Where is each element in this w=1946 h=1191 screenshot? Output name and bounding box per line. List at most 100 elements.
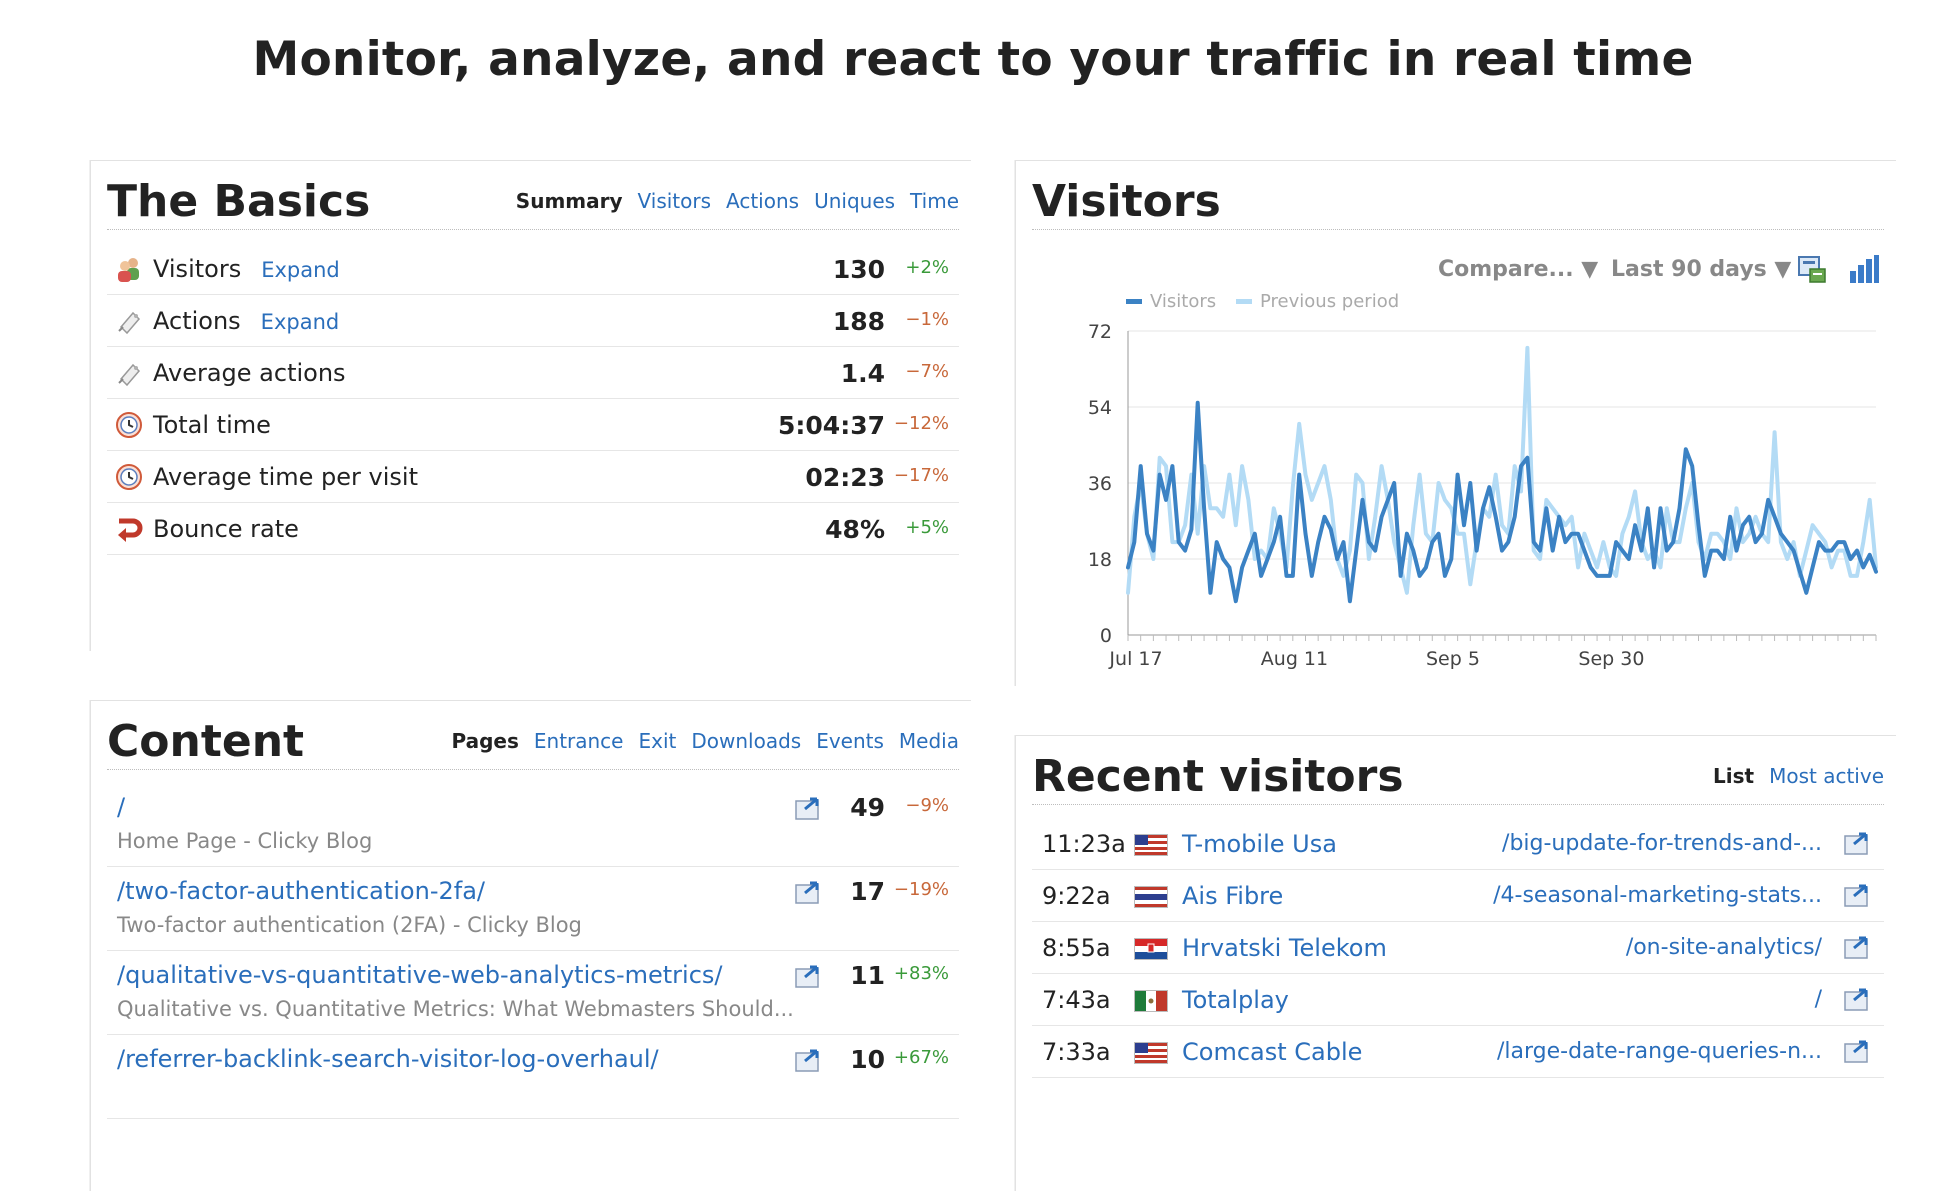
page-count: 49: [850, 793, 885, 822]
basics-row: Total time 5:04:37 −12%: [107, 399, 959, 451]
tab-uniques[interactable]: Uniques: [814, 189, 896, 213]
legend-swatch: [1126, 299, 1142, 304]
go-to-page-icon[interactable]: [1844, 830, 1874, 856]
legend-swatch: [1236, 299, 1252, 304]
export-icon[interactable]: [1796, 253, 1828, 285]
visitor-row[interactable]: 7:43a Totalplay /: [1032, 974, 1884, 1026]
actions-icon: [115, 307, 143, 335]
basics-row-label: Total time: [153, 411, 271, 439]
change-badge: +83%: [893, 963, 949, 984]
change-badge: −7%: [905, 361, 949, 382]
page-path-link[interactable]: /referrer-backlink-search-visitor-log-ov…: [117, 1045, 659, 1073]
visitor-org-link[interactable]: Totalplay: [1182, 986, 1289, 1014]
go-to-page-icon[interactable]: [1844, 1038, 1874, 1064]
landing-page-link[interactable]: /large-date-range-queries-n...: [1496, 1039, 1822, 1064]
change-badge: −12%: [893, 413, 949, 434]
recent-title: Recent visitors: [1032, 751, 1404, 802]
basics-row-label: Visitors Expand: [153, 255, 340, 283]
expand-link[interactable]: Expand: [260, 310, 340, 334]
basics-row: Average time per visit 02:23 −17%: [107, 451, 959, 503]
basics-row: Visitors Expand 130 +2%: [107, 243, 959, 295]
go-to-page-icon[interactable]: [795, 879, 825, 905]
country-flag-icon: [1134, 938, 1168, 960]
visitor-org-link[interactable]: T-mobile Usa: [1182, 830, 1337, 858]
visitor-org-link[interactable]: Comcast Cable: [1182, 1038, 1363, 1066]
tab-actions[interactable]: Actions: [726, 189, 800, 213]
landing-page-link[interactable]: /on-site-analytics/: [1625, 935, 1822, 960]
y-tick-label: 0: [1100, 625, 1112, 647]
visitor-row[interactable]: 8:55a Hrvatski Telekom/on-site-analytics/: [1032, 922, 1884, 974]
visitor-org-link[interactable]: Ais Fibre: [1182, 882, 1284, 910]
landing-page-link[interactable]: /big-update-for-trends-and-...: [1502, 831, 1822, 856]
tab-most-active[interactable]: Most active: [1769, 764, 1884, 788]
basics-label-text: Bounce rate: [153, 515, 299, 543]
page-path-link[interactable]: /qualitative-vs-quantitative-web-analyti…: [117, 961, 723, 989]
legend-label[interactable]: Previous period: [1260, 291, 1399, 312]
content-row: /two-factor-authentication-2fa/Two-facto…: [107, 867, 959, 951]
chart-type-icon[interactable]: [1848, 253, 1880, 285]
basics-row-label: Average time per visit: [153, 463, 418, 491]
change-badge: +5%: [905, 517, 949, 538]
visitors-header: Visitors: [1032, 175, 1884, 230]
page-count: 17: [850, 877, 885, 906]
visitor-row[interactable]: 11:23a T-mobile Usa/big-update-for-trends…: [1032, 818, 1884, 870]
clock-icon: [115, 463, 143, 491]
basics-row-label: Actions Expand: [153, 307, 339, 335]
x-tick-label: Jul 17: [1108, 648, 1162, 670]
y-tick-label: 72: [1088, 321, 1112, 343]
visitors-panel: Visitors Compare... ▼ Last 90 days ▼ 0 18…: [1015, 160, 1896, 686]
go-to-page-icon[interactable]: [795, 1047, 825, 1073]
country-flag-icon: [1134, 990, 1168, 1012]
page-path-link[interactable]: /: [117, 793, 126, 821]
country-flag-icon: [1134, 834, 1168, 856]
change-badge: +67%: [893, 1047, 949, 1068]
legend-label[interactable]: Visitors: [1150, 291, 1216, 312]
content-header: Content Pages Entrance Exit Downloads Events…: [107, 715, 959, 770]
expand-link[interactable]: Expand: [261, 258, 340, 282]
go-to-page-icon[interactable]: [795, 963, 825, 989]
go-to-page-icon[interactable]: [1844, 882, 1874, 908]
content-title: Content: [107, 716, 305, 767]
tab-downloads[interactable]: Downloads: [691, 729, 802, 753]
page-title: Home Page - Clicky Blog: [117, 829, 373, 853]
landing-page-link[interactable]: /: [1814, 987, 1822, 1012]
change-badge: −1%: [905, 309, 949, 330]
basics-row-label: Average actions: [153, 359, 346, 387]
visitor-row[interactable]: 9:22a Ais Fibre/4-seasonal-marketing-stat…: [1032, 870, 1884, 922]
recent-visitors-panel: Recent visitors List Most active 11:23a T-…: [1015, 735, 1896, 1191]
y-tick-label: 54: [1088, 397, 1112, 419]
recent-header: Recent visitors List Most active: [1032, 750, 1884, 805]
content-row: /qualitative-vs-quantitative-web-analyti…: [107, 951, 959, 1035]
go-to-page-icon[interactable]: [1844, 986, 1874, 1012]
page-path-link[interactable]: /two-factor-authentication-2fa/: [117, 877, 485, 905]
visit-time: 8:55a: [1042, 934, 1111, 962]
date-range-dropdown[interactable]: Last 90 days ▼: [1611, 257, 1792, 282]
tab-summary[interactable]: Summary: [515, 189, 623, 213]
clock-icon: [115, 411, 143, 439]
basics-label-text: Average actions: [153, 359, 346, 387]
basics-label-text: Total time: [153, 411, 271, 439]
basics-tabs: Summary Visitors Actions Uniques Time: [501, 187, 959, 215]
tab-pages[interactable]: Pages: [451, 729, 519, 753]
y-tick-label: 36: [1088, 473, 1112, 495]
visitor-org-link[interactable]: Hrvatski Telekom: [1182, 934, 1387, 962]
visitor-row[interactable]: 7:33a Comcast Cable/large-date-range-quer…: [1032, 1026, 1884, 1078]
tab-entrance[interactable]: Entrance: [533, 729, 624, 753]
x-tick-label: Sep 30: [1578, 648, 1644, 670]
basics-title: The Basics: [107, 176, 371, 227]
tab-events[interactable]: Events: [816, 729, 884, 753]
tab-time[interactable]: Time: [910, 189, 959, 213]
go-to-page-icon[interactable]: [1844, 934, 1874, 960]
basics-row-value: 188: [832, 307, 885, 336]
landing-page-link[interactable]: /4-seasonal-marketing-stats...: [1493, 883, 1822, 908]
tab-exit[interactable]: Exit: [638, 729, 677, 753]
go-to-page-icon[interactable]: [795, 795, 825, 821]
tab-list[interactable]: List: [1713, 764, 1755, 788]
basics-row-value: 48%: [825, 515, 885, 544]
tab-visitors[interactable]: Visitors: [637, 189, 712, 213]
basics-row: Bounce rate 48% +5%: [107, 503, 959, 555]
country-flag-icon: [1134, 1042, 1168, 1064]
compare-dropdown[interactable]: Compare... ▼: [1438, 257, 1599, 282]
tab-media[interactable]: Media: [898, 729, 959, 753]
y-tick-label: 18: [1088, 549, 1112, 571]
